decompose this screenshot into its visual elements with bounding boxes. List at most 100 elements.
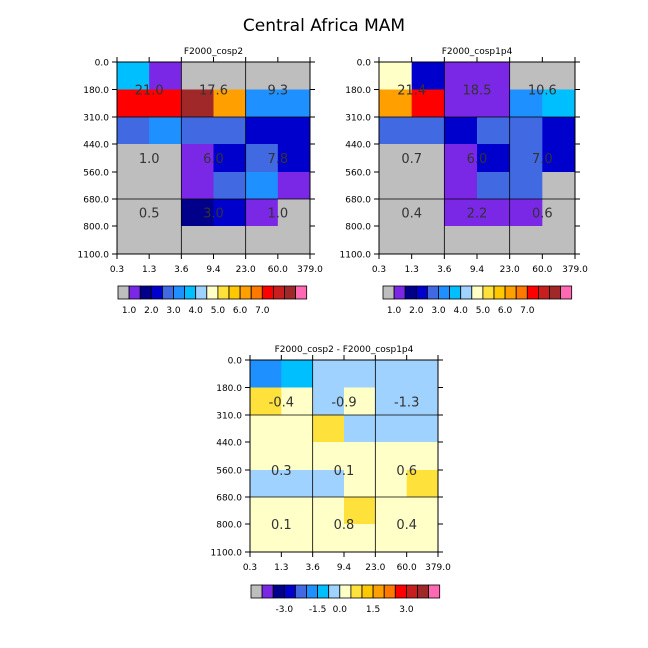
colorbar-tick-label: 2.0 bbox=[409, 306, 424, 316]
panel-1: 0.3 1.3 3.6 9.4 23.0 60.0 379.0 0.0 180.0 310.0 44… bbox=[78, 47, 324, 316]
heatmap-cell bbox=[542, 89, 576, 118]
heatmap-cell bbox=[375, 415, 408, 443]
y-tick-label: 180.0 bbox=[216, 384, 242, 394]
heatmap-cell bbox=[444, 226, 478, 255]
colorbar-tick-label: 6.0 bbox=[498, 306, 513, 316]
x-tick-label: 379.0 bbox=[297, 265, 323, 275]
cell-value-label: 1.0 bbox=[139, 152, 160, 167]
colorbar-box bbox=[339, 584, 352, 599]
cell-value-label: 1.0 bbox=[267, 207, 288, 222]
panel-title: F2000_cosp2 - F2000_cosp1p4 bbox=[275, 345, 414, 355]
colorbar-box bbox=[404, 285, 417, 300]
colorbar-box bbox=[206, 285, 219, 300]
x-tick-label: 9.4 bbox=[470, 265, 485, 275]
heatmap-cell bbox=[149, 226, 182, 255]
heatmap-cell bbox=[477, 117, 511, 145]
heatmap-cell bbox=[379, 62, 413, 90]
colorbar-box bbox=[372, 584, 385, 599]
heatmap-cell bbox=[245, 172, 279, 200]
heatmap-cell bbox=[277, 144, 311, 173]
colorbar-tick-label: 3.0 bbox=[431, 306, 446, 316]
y-tick-label: 0.0 bbox=[95, 59, 110, 69]
heatmap-cell bbox=[250, 470, 282, 498]
heatmap-cell bbox=[213, 226, 247, 255]
y-tick-label: 180.0 bbox=[83, 86, 109, 96]
heatmap-cell bbox=[509, 117, 543, 145]
heatmap-cell bbox=[312, 360, 345, 388]
cell-value-label: 0.1 bbox=[334, 464, 355, 479]
heatmap-cell bbox=[509, 172, 543, 200]
heatmap-cell bbox=[245, 144, 279, 173]
colorbar-box bbox=[460, 285, 473, 300]
colorbar-tick-label: 3.0 bbox=[399, 605, 414, 615]
heatmap-cell bbox=[181, 144, 214, 173]
heatmap-cell bbox=[277, 89, 311, 118]
colorbar-box bbox=[228, 285, 241, 300]
x-tick-label: 3.6 bbox=[174, 265, 189, 275]
heatmap-cell bbox=[542, 144, 576, 173]
y-tick-label: 1100.0 bbox=[78, 251, 110, 261]
cell-value-label: 0.1 bbox=[271, 518, 292, 533]
heatmap-cell bbox=[213, 62, 247, 90]
panel-title: F2000_cosp2 bbox=[184, 47, 243, 57]
heatmap-cell bbox=[542, 226, 576, 255]
x-tick-label: 3.6 bbox=[306, 563, 321, 573]
heatmap-cell bbox=[245, 117, 279, 145]
heatmap-cell bbox=[379, 144, 413, 173]
heatmap-cell bbox=[281, 387, 314, 416]
heatmap-cell bbox=[344, 524, 376, 553]
y-tick-label: 0.0 bbox=[228, 357, 243, 367]
y-tick-label: 800.0 bbox=[216, 521, 242, 531]
heatmap-cell bbox=[406, 497, 439, 525]
cell-value-label: 21.0 bbox=[135, 84, 164, 99]
panel-title: F2000_cosp1p4 bbox=[442, 47, 513, 57]
heatmap-cell bbox=[117, 62, 150, 90]
cell-value-label: 0.4 bbox=[401, 207, 422, 222]
colorbar-box bbox=[272, 584, 285, 599]
panel-2: 0.3 1.3 3.6 9.4 23.0 60.0 379.0 0.0 180.0 310.0 44… bbox=[340, 47, 589, 316]
heatmap-cell bbox=[444, 172, 478, 200]
colorbar-tick-label: 0.0 bbox=[333, 605, 348, 615]
colorbar-box bbox=[417, 584, 430, 599]
heatmap-cell bbox=[344, 387, 376, 416]
colorbar-box bbox=[295, 285, 308, 300]
heatmap-cell bbox=[181, 117, 214, 145]
x-tick-label: 0.3 bbox=[110, 265, 124, 275]
colorbar-tick-label: 6.0 bbox=[233, 306, 248, 316]
figure-title: Central Africa MAM bbox=[243, 16, 405, 36]
colorbar-tick-label: 1.0 bbox=[387, 306, 402, 316]
colorbar-box bbox=[239, 285, 252, 300]
heatmap-cell bbox=[213, 144, 247, 173]
heatmap-cell bbox=[477, 144, 511, 173]
colorbar-tick-label: 1.5 bbox=[366, 605, 380, 615]
heatmap-cell bbox=[375, 387, 408, 416]
colorbar-box bbox=[117, 285, 130, 300]
heatmap-cell bbox=[542, 172, 576, 200]
colorbar-box bbox=[173, 285, 186, 300]
heatmap-cell bbox=[444, 89, 478, 118]
heatmap-cell bbox=[375, 360, 408, 388]
heatmap-cell bbox=[250, 360, 282, 388]
heatmap-cell bbox=[213, 117, 247, 145]
colorbar-box bbox=[250, 584, 263, 599]
heatmap-cell bbox=[117, 172, 150, 200]
colorbar-legend: 1.0 2.0 3.0 4.0 5.0 6.0 7.0 bbox=[382, 285, 573, 316]
x-tick-label: 23.0 bbox=[365, 563, 385, 573]
heatmap-cell bbox=[375, 524, 408, 553]
heatmap-cell bbox=[477, 226, 511, 255]
heatmap-cell bbox=[379, 89, 413, 118]
heatmap-cell bbox=[281, 415, 314, 443]
heatmap-cell bbox=[411, 62, 445, 90]
heatmap-cell bbox=[277, 172, 311, 200]
heatmap-cell bbox=[245, 226, 279, 255]
colorbar-box bbox=[493, 285, 506, 300]
x-tick-label: 1.3 bbox=[274, 563, 288, 573]
cell-value-label: 21.4 bbox=[397, 84, 426, 99]
colorbar-box bbox=[261, 285, 274, 300]
y-tick-label: 0.0 bbox=[357, 59, 372, 69]
x-tick-label: 3.6 bbox=[437, 265, 452, 275]
heatmap-cell bbox=[344, 442, 376, 471]
colorbar-tick-label: -1.5 bbox=[309, 605, 327, 615]
heatmap-cell bbox=[117, 144, 150, 173]
